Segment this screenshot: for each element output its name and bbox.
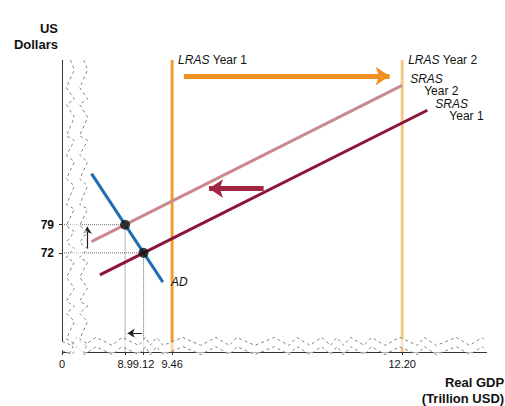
svg-text:SRAS: SRAS [435, 97, 468, 112]
svg-text:Real GDP: Real GDP [445, 375, 505, 390]
svg-text:Year 1: Year 1 [449, 109, 484, 123]
svg-text:12.20: 12.20 [388, 358, 416, 370]
svg-text:8.9: 8.9 [117, 358, 132, 370]
svg-text:SRAS: SRAS [410, 72, 443, 87]
svg-text:US: US [40, 21, 58, 36]
svg-text:Year 1: Year 1 [213, 53, 248, 67]
svg-text:9.12: 9.12 [133, 358, 154, 370]
svg-text:Year 2: Year 2 [424, 84, 459, 98]
svg-text:(Trillion USD): (Trillion USD) [422, 391, 504, 406]
svg-text:LRAS: LRAS [178, 53, 209, 67]
svg-text:9.46: 9.46 [161, 358, 182, 370]
svg-text:Dollars: Dollars [14, 37, 58, 52]
svg-text:0: 0 [59, 358, 65, 370]
svg-text:Year 2: Year 2 [443, 53, 478, 67]
svg-text:AD: AD [170, 275, 188, 289]
svg-text:79: 79 [41, 218, 55, 232]
svg-text:72: 72 [41, 246, 55, 260]
svg-text:LRAS: LRAS [408, 53, 439, 67]
